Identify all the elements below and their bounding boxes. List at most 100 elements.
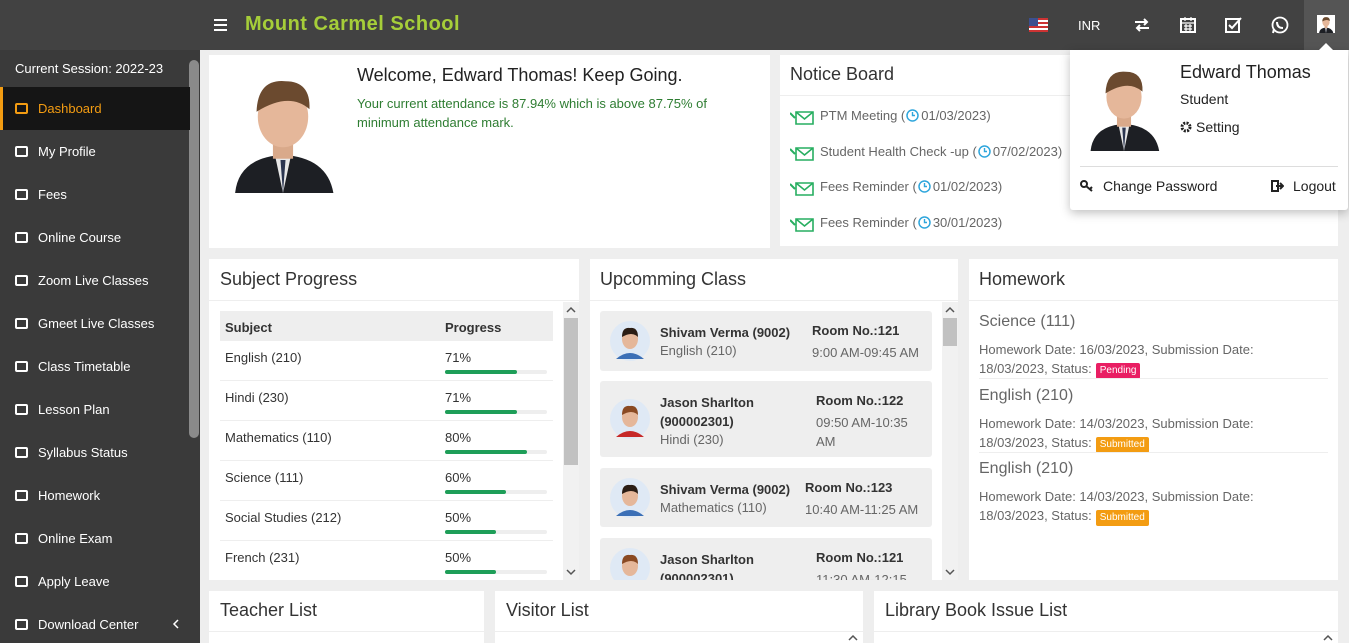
menu-label[interactable]: Online Exam [38, 531, 113, 546]
column-header: Progress [445, 320, 502, 335]
menu-item[interactable]: Fees [0, 173, 186, 216]
row-divider [220, 380, 553, 381]
menu-label[interactable]: Online Course [38, 230, 122, 245]
menu-label[interactable]: Syllabus Status [38, 445, 128, 460]
school-title[interactable]: Mount Carmel School [245, 13, 461, 35]
progress-label: 50% [445, 550, 472, 565]
menu-item[interactable]: My Profile [0, 130, 186, 173]
subject-name: Mathematics (110) [225, 430, 332, 445]
sidebar: Current Session: 2022-23 Dashboard My Prof… [0, 50, 200, 643]
column-header: Subject [225, 320, 272, 335]
progress-bar [445, 570, 496, 574]
menu-label[interactable]: Fees [38, 187, 67, 202]
menu-label[interactable]: Homework [38, 488, 101, 503]
task-icon[interactable] [1225, 16, 1243, 33]
notice-item[interactable]: Fees Reminder (01/02/2023) [790, 178, 1330, 198]
calendar-icon[interactable] [1180, 16, 1196, 33]
profile-role: Student [1180, 91, 1229, 107]
progress-track [445, 410, 547, 414]
subject-name: Hindi (230) [225, 390, 289, 405]
homework-details: Homework Date: 14/03/2023, Submission Da… [979, 487, 1279, 526]
panel-title: Homework [979, 269, 1066, 289]
progress-bar [445, 490, 507, 494]
menu-item[interactable]: Online Exam [0, 517, 186, 560]
dropdown-caret [1318, 43, 1334, 51]
divider [590, 300, 958, 301]
menu-item[interactable]: Class Timetable [0, 345, 186, 388]
panel-title: Library Book Issue List [885, 600, 1068, 620]
class-card[interactable]: Jason Sharlton (900002301) Room No.:121 11… [600, 538, 932, 580]
menu-label[interactable]: Gmeet Live Classes [38, 316, 155, 331]
menu-item[interactable]: Lesson Plan [0, 388, 186, 431]
scroll-arrow[interactable] [1322, 633, 1334, 641]
menu-item[interactable]: Download Center [0, 603, 186, 643]
progress-bar [445, 530, 496, 534]
teacher-avatar [610, 477, 650, 518]
notice-label: Fees Reminder ( [820, 214, 917, 230]
avatar[interactable] [1317, 15, 1335, 33]
menu-label[interactable]: Class Timetable [38, 359, 131, 374]
menu-label[interactable]: Zoom Live Classes [38, 273, 149, 288]
homework-dates: Homework Date: 16/03/2023, Submission Da… [979, 342, 1254, 376]
menu-label[interactable]: My Profile [38, 144, 96, 159]
menu-label[interactable]: Lesson Plan [38, 402, 110, 417]
menu-label[interactable]: Download Center [38, 617, 139, 632]
divider [780, 95, 1338, 96]
menu-item[interactable]: Online Course [0, 216, 186, 259]
menu-label[interactable]: Apply Leave [38, 574, 110, 589]
notice-item[interactable]: PTM Meeting (01/03/2023) [790, 107, 1330, 127]
notice-item[interactable]: Student Health Check -up ( 07/02/2023) [790, 143, 1330, 163]
menu-item[interactable]: Dashboard [0, 87, 190, 130]
menu-item[interactable]: Homework [0, 474, 186, 517]
menu-item[interactable]: Syllabus Status [0, 431, 186, 474]
teacher-name: Shivam Verma (9002) [660, 482, 791, 497]
scroll-arrow[interactable] [847, 633, 859, 641]
menu-icon [15, 275, 28, 286]
room: Room No.:121 [816, 550, 904, 565]
divider [209, 631, 484, 632]
notice-date: 07/02/2023) [992, 143, 1063, 159]
room: Room No.:122 [816, 393, 904, 408]
upcoming-class: Upcomming Class Shivam Verma (9002) Engli… [590, 259, 958, 580]
list-panel: Library Book Issue List [874, 591, 1338, 643]
menu-label[interactable]: Dashboard [38, 101, 102, 116]
collapse-arrow[interactable] [172, 619, 180, 629]
class-card[interactable]: Shivam Verma (9002) English (210) Room No.… [600, 311, 932, 371]
scrollbar[interactable] [942, 302, 958, 580]
notice-label: Student Health Check -up ( [820, 143, 977, 159]
menu-item[interactable]: Gmeet Live Classes [0, 302, 186, 345]
progress-label: 80% [445, 430, 472, 445]
switch-icon[interactable] [1134, 17, 1150, 33]
class-time: 10:40 AM-11:25 AM [805, 502, 919, 517]
class-time: 09:50 AM-10:35 AM [816, 415, 908, 449]
change-password-link[interactable]: Change Password [1103, 178, 1218, 194]
subject-name: French (231) [225, 550, 300, 565]
setting-link[interactable]: Setting [1196, 119, 1240, 135]
menu-icon [15, 490, 28, 501]
menu-toggle[interactable] [214, 19, 227, 31]
logout-link[interactable]: Logout [1293, 178, 1336, 194]
progress-bar [445, 410, 518, 414]
panel-title: Teacher List [220, 600, 318, 620]
class-card[interactable]: Jason Sharlton (900002301) Hindi (230) Roo… [600, 381, 932, 457]
currency[interactable]: INR [1078, 18, 1101, 33]
table-header [220, 311, 553, 341]
menu-item[interactable]: Apply Leave [0, 560, 186, 603]
whatsapp-icon[interactable] [1271, 16, 1289, 34]
logout-icon [1271, 180, 1284, 192]
notice-item[interactable]: Fees Reminder (30/01/2023) [790, 214, 1330, 234]
menu-icon [15, 318, 28, 329]
class-time: 11:30 AM-12:15 [816, 572, 907, 580]
class-subject: English (210) [660, 343, 737, 358]
class-card[interactable]: Shivam Verma (9002) Mathematics (110) Room… [600, 468, 932, 527]
menu-item[interactable]: Zoom Live Classes [0, 259, 186, 302]
class-time: 9:00 AM-09:45 AM [812, 345, 919, 360]
subject-name: English (210) [225, 350, 302, 365]
progress-bar [445, 370, 518, 374]
notice-text: PTM Meeting (01/03/2023) [820, 108, 991, 123]
scrollbar[interactable] [563, 302, 579, 580]
language-flag[interactable] [1029, 18, 1048, 32]
notice-text: Fees Reminder (01/02/2023) [820, 179, 1002, 194]
panel-title: Subject Progress [220, 269, 358, 289]
